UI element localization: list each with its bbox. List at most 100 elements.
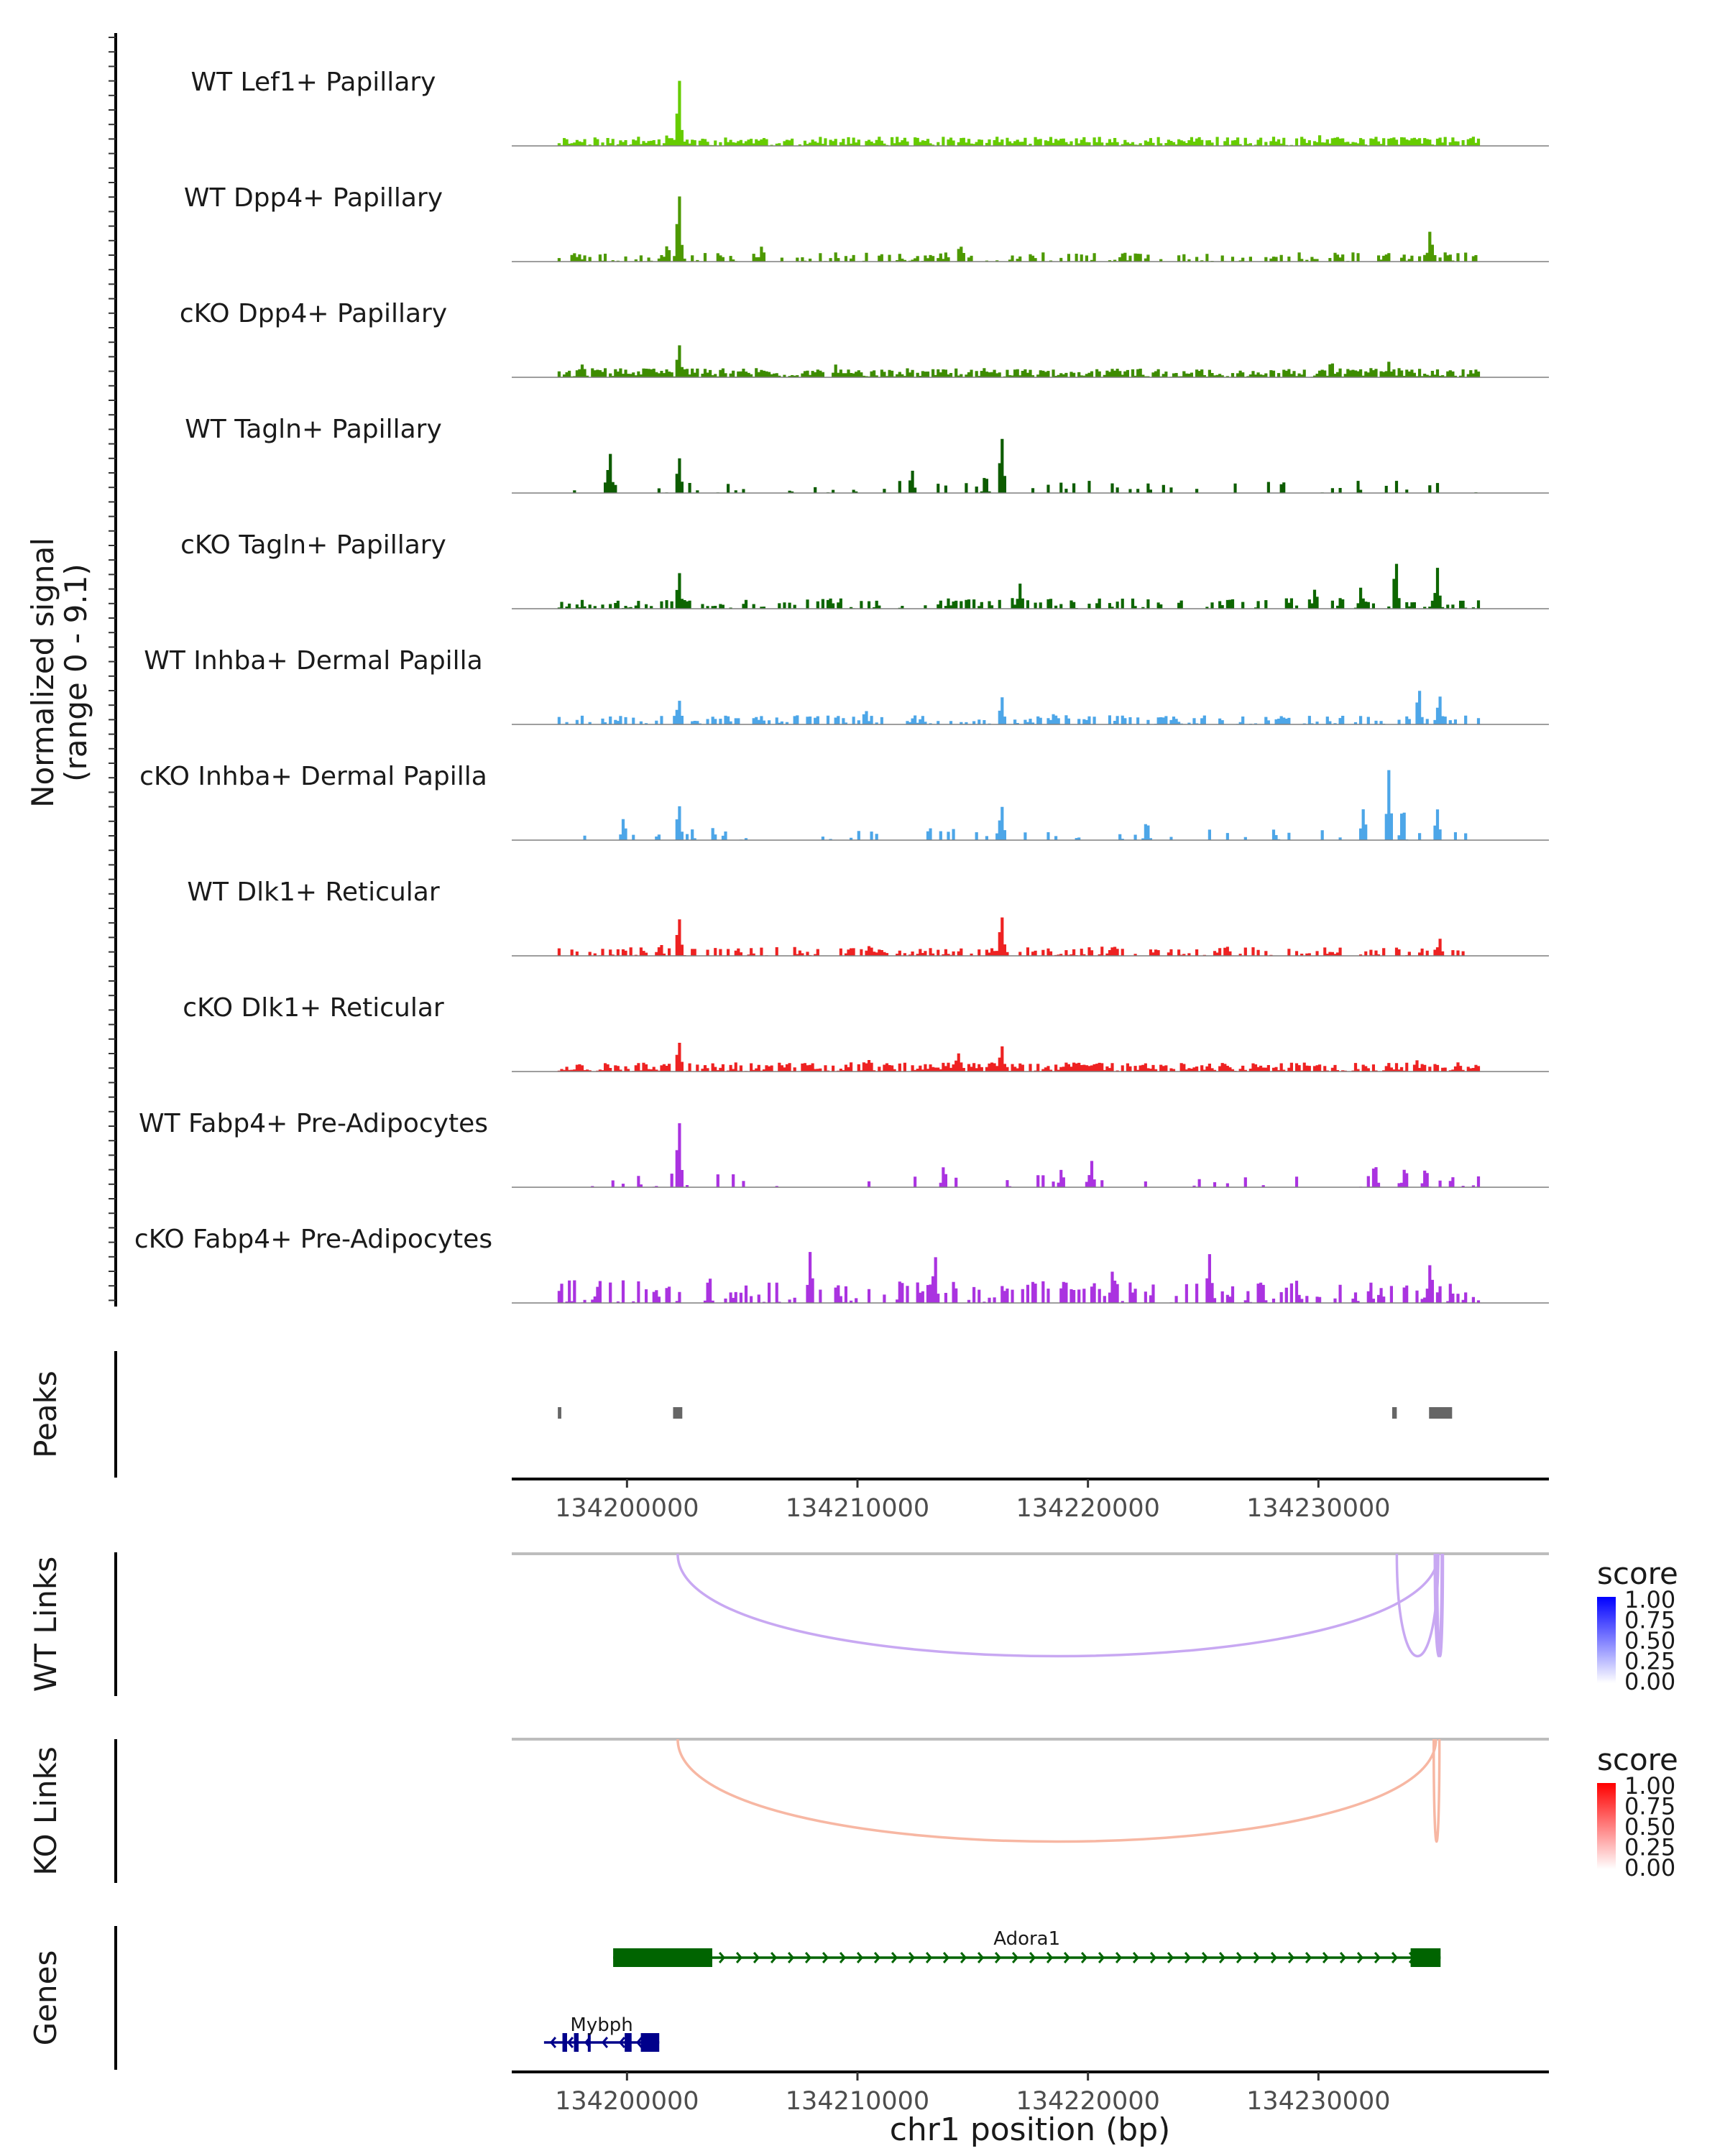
coverage-track-label: WT Dpp4+ Papillary xyxy=(184,183,443,213)
y-axis-title: Normalized signal xyxy=(25,538,60,808)
wt-links-track-label: WT Links xyxy=(28,1557,63,1692)
x-tick-label: 134220000 xyxy=(1016,2087,1159,2116)
coverage-track-label: WT Fabp4+ Pre-Adipocytes xyxy=(139,1109,488,1138)
gene-exon xyxy=(1410,1948,1441,1967)
legend-tick-label: 0.75 xyxy=(1624,1607,1675,1634)
gene-exon xyxy=(613,1948,712,1967)
coverage-track-label: WT Inhba+ Dermal Papilla xyxy=(144,646,482,676)
legend-title: score xyxy=(1597,1742,1678,1777)
coverage-track: cKO Tagln+ Papillary xyxy=(180,530,1549,609)
strand-arrow xyxy=(960,1952,967,1963)
strand-arrow xyxy=(908,1952,916,1963)
coverage-track: WT Inhba+ Dermal Papilla xyxy=(144,646,1549,725)
strand-arrow xyxy=(1132,1952,1140,1963)
strand-arrow xyxy=(770,1952,778,1963)
ko-links-track xyxy=(512,1738,1549,1843)
gene-model: Adora1 xyxy=(613,1928,1441,1967)
coverage-track-label: cKO Inhba+ Dermal Papilla xyxy=(139,762,487,791)
strand-arrow xyxy=(925,1952,933,1963)
legend-tick-label: 0.00 xyxy=(1624,1854,1675,1881)
link-arc xyxy=(676,1738,1438,1843)
strand-arrow xyxy=(1356,1952,1364,1963)
strand-arrow xyxy=(1167,1952,1174,1963)
coverage-track: cKO Dlk1+ Reticular xyxy=(183,993,1549,1072)
peak-region xyxy=(1392,1407,1397,1419)
legend-tick-label: 0.25 xyxy=(1624,1648,1675,1675)
gene-exon xyxy=(562,2033,567,2052)
coverage-y-axis-ticks xyxy=(109,37,116,1302)
gene-name-label: Mybph xyxy=(570,2014,632,2036)
x-axis-top: 134200000 134210000 134220000 134230000 xyxy=(555,1479,1391,1523)
strand-arrow xyxy=(601,2037,609,2048)
coverage-track-label: WT Lef1+ Papillary xyxy=(191,68,436,97)
coverage-track: cKO Inhba+ Dermal Papilla xyxy=(139,762,1549,841)
legend-tick-label: 0.50 xyxy=(1624,1813,1675,1841)
strand-arrow xyxy=(1011,1952,1019,1963)
legend-title: score xyxy=(1597,1556,1678,1591)
x-tick-label: 134220000 xyxy=(1016,1494,1159,1523)
coverage-track-label: cKO Fabp4+ Pre-Adipocytes xyxy=(134,1225,492,1254)
strand-arrow xyxy=(1391,1952,1399,1963)
strand-arrow xyxy=(994,1952,1002,1963)
gene-exon xyxy=(574,2033,579,2052)
gene-exon xyxy=(625,2033,632,2052)
gene-name-label: Adora1 xyxy=(993,1928,1060,1950)
coverage-signal xyxy=(557,80,1481,147)
coverage-track: WT Fabp4+ Pre-Adipocytes xyxy=(139,1109,1549,1188)
strand-arrow xyxy=(804,1952,812,1963)
x-tick-label: 134230000 xyxy=(1246,2087,1390,2116)
coverage-track-label: cKO Dpp4+ Papillary xyxy=(180,299,447,328)
strand-arrow xyxy=(1287,1952,1295,1963)
wt-links-track xyxy=(512,1552,1549,1658)
legend-colorbar xyxy=(1597,1783,1616,1869)
coverage-tracks: WT Lef1+ Papillary WT Dpp4+ Papillary cKO … xyxy=(134,68,1549,1304)
strand-arrow xyxy=(856,1952,864,1963)
coverage-signal xyxy=(557,345,1481,378)
strand-arrow xyxy=(1080,1952,1088,1963)
legend-tick-label: 0.25 xyxy=(1624,1834,1675,1861)
strand-arrow xyxy=(787,1952,795,1963)
coverage-track: cKO Fabp4+ Pre-Adipocytes xyxy=(134,1225,1549,1304)
coverage-track-label: WT Tagln+ Papillary xyxy=(185,415,442,444)
coverage-signal xyxy=(557,1043,1481,1072)
link-arc xyxy=(1435,1553,1445,1658)
peaks-track-label: Peaks xyxy=(28,1370,63,1458)
x-tick-label: 134200000 xyxy=(555,2087,699,2116)
strand-arrow xyxy=(1029,1952,1036,1963)
legend-tick-label: 1.00 xyxy=(1624,1772,1675,1800)
strand-arrow xyxy=(1063,1952,1071,1963)
coverage-track: WT Lef1+ Papillary xyxy=(191,68,1549,147)
strand-arrow xyxy=(942,1952,950,1963)
legend-tick-label: 0.00 xyxy=(1624,1668,1675,1695)
legend-tick-label: 0.75 xyxy=(1624,1793,1675,1820)
strand-arrow xyxy=(1270,1952,1278,1963)
x-tick-label: 134200000 xyxy=(555,1494,699,1523)
peaks-track xyxy=(558,1407,1453,1419)
legend-tick-label: 1.00 xyxy=(1624,1586,1675,1613)
legend-tick-label: 0.50 xyxy=(1624,1627,1675,1654)
strand-arrow xyxy=(1218,1952,1226,1963)
link-arc xyxy=(1432,1738,1441,1843)
strand-arrow xyxy=(1149,1952,1157,1963)
strand-arrow xyxy=(839,1952,847,1963)
strand-arrow xyxy=(822,1952,829,1963)
strand-arrow xyxy=(566,2037,574,2048)
strand-arrow xyxy=(1046,1952,1054,1963)
gene-exon xyxy=(587,2033,591,2052)
strand-arrow xyxy=(1253,1952,1261,1963)
coverage-track-label: cKO Tagln+ Papillary xyxy=(180,530,446,560)
coverage-track-label: WT Dlk1+ Reticular xyxy=(187,877,439,907)
coverage-track-label: cKO Dlk1+ Reticular xyxy=(183,993,444,1023)
strand-arrow xyxy=(618,2037,626,2048)
strand-arrow xyxy=(873,1952,881,1963)
strand-arrow xyxy=(549,2037,557,2048)
x-axis-title: chr1 position (bp) xyxy=(890,2111,1171,2148)
strand-arrow xyxy=(1322,1952,1330,1963)
y-axis-subtitle: (range 0 - 9.1) xyxy=(58,563,93,782)
strand-arrow xyxy=(1374,1952,1381,1963)
strand-arrow xyxy=(1201,1952,1209,1963)
genes-track-label: Genes xyxy=(28,1950,63,2046)
strand-arrow xyxy=(1184,1952,1192,1963)
